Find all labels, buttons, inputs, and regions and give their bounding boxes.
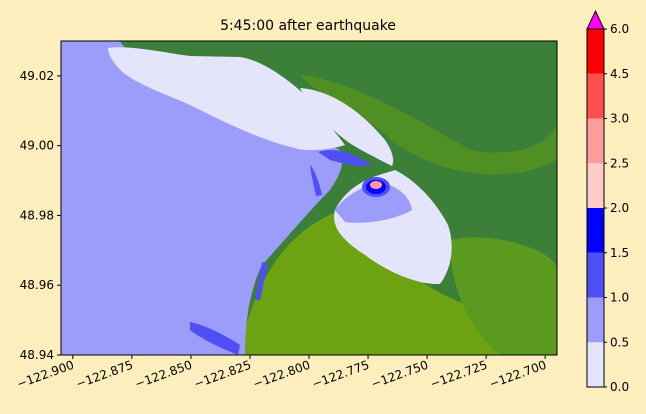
colorbar-tick-label: 1.0: [610, 291, 629, 305]
colorbar-tick-label: 2.5: [610, 156, 629, 170]
colorbar-segment: [587, 118, 604, 164]
tidal-flat-channel: [300, 88, 394, 166]
y-tick-label: 49.02: [20, 69, 54, 83]
colorbar-segment: [587, 252, 604, 298]
bay-nearshore: [335, 182, 412, 223]
chart-title: 5:45:00 after earthquake: [220, 18, 396, 34]
x-tick-label: −122.825: [192, 358, 253, 392]
colorbar-extend-arrow: [586, 9, 605, 30]
colorbar-segment: [587, 73, 604, 119]
x-axis: −122.900−122.875−122.850−122.825−122.800…: [15, 355, 548, 391]
y-tick-label: 49.00: [20, 139, 54, 153]
y-tick-label: 48.98: [20, 208, 54, 222]
channel-streak: [318, 150, 372, 167]
x-tick-label: −122.850: [133, 358, 194, 392]
channel-streak-west: [310, 165, 322, 196]
hotspot-peak: [370, 181, 382, 189]
x-tick-label: −122.775: [310, 358, 371, 392]
y-axis: 48.94 48.96 48.98 49.00 49.02: [20, 69, 61, 362]
colorbar-segment: [587, 29, 604, 74]
x-tick-label: −122.725: [428, 358, 489, 392]
x-tick-label: −122.900: [15, 358, 76, 392]
colorbar: 0.0 0.5 1.0 1.5 2.0 2.5 3.0 4.5 6.0: [586, 9, 629, 394]
colorbar-tick-label: 2.0: [610, 201, 629, 215]
east-lowland: [450, 237, 557, 355]
x-tick-label: −122.875: [74, 358, 135, 392]
x-tick-label: −122.800: [251, 358, 312, 392]
lowland-band: [300, 75, 557, 175]
colorbar-segment: [587, 208, 604, 253]
colorbar-tick-label: 4.5: [610, 67, 629, 81]
colorbar-tick-label: 0.5: [610, 335, 629, 349]
colorbar-segment: [587, 163, 604, 208]
x-tick-label: −122.750: [369, 358, 430, 392]
x-tick-label: −122.700: [487, 358, 548, 392]
y-tick-label: 48.96: [20, 278, 54, 292]
tidal-flat-north: [108, 47, 345, 151]
sw-spit-water: [190, 322, 240, 355]
colorbar-tick-label: 1.5: [610, 246, 629, 260]
colorbar-tick-label: 3.0: [610, 112, 629, 126]
spit-streak: [255, 262, 268, 300]
colorbar-segment: [587, 297, 604, 343]
colorbar-segment: [587, 342, 604, 387]
y-tick-label: 48.94: [20, 348, 54, 362]
colorbar-tick-label: 6.0: [610, 22, 629, 36]
map-plot: [61, 41, 557, 355]
colorbar-tick-label: 0.0: [610, 380, 629, 394]
